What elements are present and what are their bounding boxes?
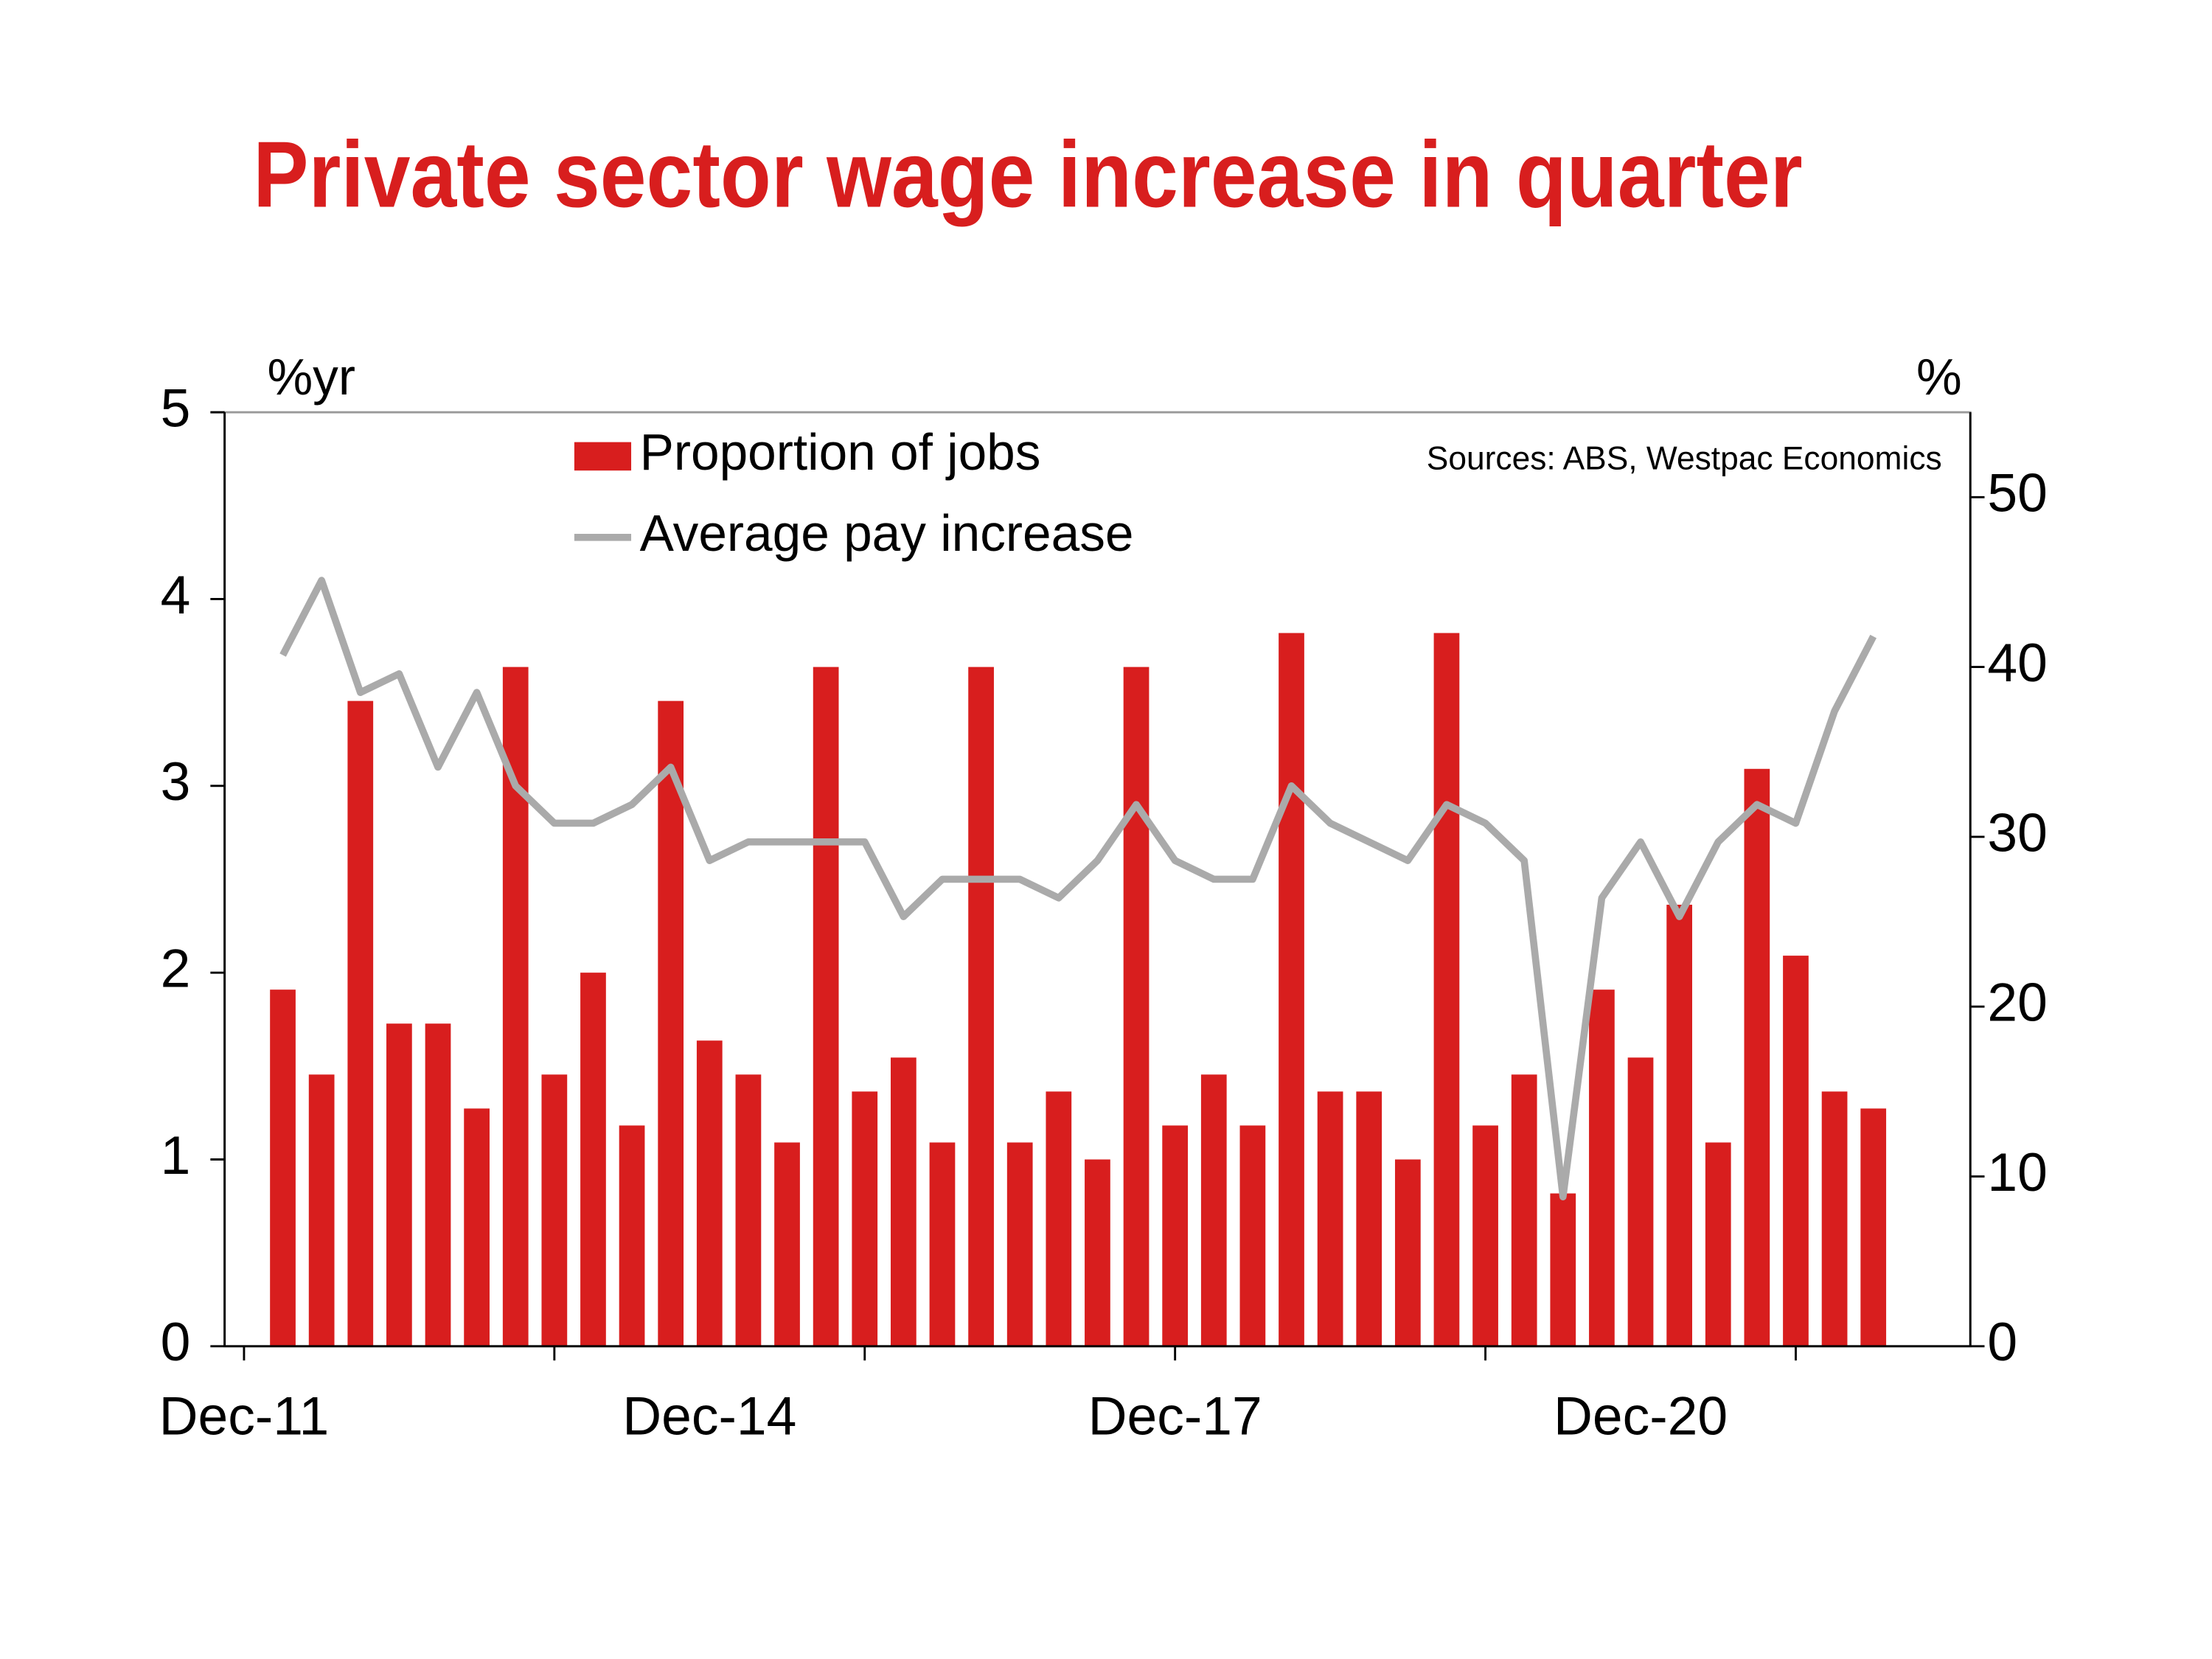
bar [1705, 1142, 1731, 1346]
bar [1860, 1108, 1887, 1346]
bar [1317, 1091, 1343, 1346]
y2-tick-label: 30 [1987, 802, 2047, 863]
legend-label: Average pay increase [640, 504, 1134, 562]
bar [1239, 1125, 1266, 1346]
y-tick-label: 0 [161, 1312, 191, 1372]
bar [1279, 633, 1304, 1346]
bar [308, 1074, 335, 1346]
bar [929, 1142, 956, 1346]
x-tick-label: Dec-20 [1554, 1385, 1728, 1446]
bar [658, 700, 684, 1346]
bar [386, 1023, 412, 1346]
bar [1433, 633, 1460, 1346]
bar [1123, 667, 1150, 1346]
bar [1744, 768, 1770, 1346]
bar [619, 1125, 645, 1346]
bar [774, 1142, 800, 1346]
bar [1511, 1074, 1537, 1346]
y-tick-label: 4 [161, 565, 191, 625]
bar [580, 973, 606, 1346]
bar [1200, 1074, 1227, 1346]
bar [1821, 1091, 1848, 1346]
bar [696, 1040, 723, 1346]
bar [270, 990, 296, 1346]
bar [1085, 1159, 1110, 1346]
bar [425, 1023, 451, 1346]
line [279, 577, 1877, 1200]
bar [1783, 956, 1809, 1346]
x-tick-label: Dec-11 [159, 1385, 330, 1446]
y-tick-label: 5 [161, 378, 191, 438]
bar [464, 1108, 490, 1346]
y2-tick-label: 50 [1987, 463, 2047, 524]
bar [1627, 1057, 1654, 1346]
y-tick-label: 2 [161, 939, 191, 999]
bar [813, 667, 839, 1346]
chart-title: Private sector wage increase in quarter [253, 122, 1803, 226]
y-tick-label: 1 [161, 1125, 191, 1186]
bar [541, 1074, 568, 1346]
bar [1006, 1142, 1033, 1346]
legend-label: Proportion of jobs [640, 423, 1041, 481]
y-tick-label: 3 [161, 751, 191, 812]
x-tick-label: Dec-17 [1088, 1385, 1262, 1446]
bar [1472, 1125, 1498, 1346]
y2-axis-label: % [1916, 348, 1962, 406]
annotation: Sources: ABS, Westpac Economics [1427, 440, 1942, 476]
y2-tick-label: 40 [1987, 633, 2047, 693]
x-tick-label: Dec-14 [622, 1385, 796, 1446]
legend-swatch [574, 442, 632, 471]
bar [1589, 990, 1615, 1346]
bar [891, 1057, 917, 1346]
y2-tick-label: 10 [1987, 1142, 2047, 1203]
bar [852, 1091, 878, 1346]
bar [1046, 1091, 1072, 1346]
y2-tick-label: 0 [1987, 1312, 2017, 1372]
bar [1666, 905, 1692, 1346]
bar [1550, 1193, 1576, 1346]
bar [968, 667, 994, 1346]
bar [1162, 1125, 1189, 1346]
bar [1356, 1091, 1382, 1346]
y2-tick-label: 20 [1987, 973, 2047, 1033]
bar [347, 700, 374, 1346]
bar [735, 1074, 762, 1346]
bar [1394, 1159, 1421, 1346]
y-axis-label: %yr [267, 348, 355, 406]
